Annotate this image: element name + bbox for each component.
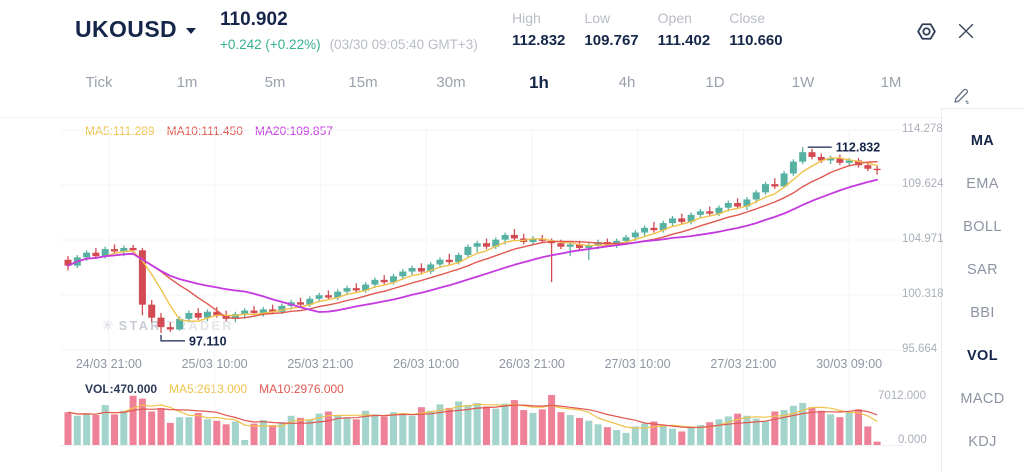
ma10-legend-value: MA10:111.450: [166, 124, 243, 138]
price-tick: 95.664: [902, 343, 938, 355]
stat-close: Close 110.660: [729, 10, 783, 49]
stat-low: Low 109.767: [584, 10, 639, 49]
tab-1M[interactable]: 1M: [880, 74, 902, 91]
timeframe-tabs: Tick 1m 5m 15m 30m 1h 4h 1D 1W 1M: [55, 68, 935, 98]
price-tick: 114.278: [902, 123, 943, 135]
candlestick-chart[interactable]: 112.832 97.110: [0, 118, 941, 471]
sidebar-top-divider: [941, 108, 1024, 109]
sidebar-item-sar[interactable]: SAR: [966, 261, 998, 278]
tab-15m[interactable]: 15m: [348, 74, 378, 91]
draw-tools-button[interactable]: [949, 84, 973, 108]
indicator-sidebar: MA EMA BOLL SAR BBI VOL MACD KDJ: [941, 119, 1024, 463]
svg-text:112.832: 112.832: [836, 141, 881, 155]
symbol-name: UKOUSD: [75, 16, 178, 42]
volume-ma-layer: [67, 403, 878, 429]
price-tick: 100.318: [902, 288, 944, 300]
volume-axis-max: 7012.000: [878, 390, 926, 402]
chart-top-border: [0, 117, 941, 118]
tab-1w[interactable]: 1W: [791, 74, 815, 91]
stat-open: Open 111.402: [657, 10, 711, 49]
settings-button[interactable]: [911, 17, 941, 45]
sidebar-item-boll[interactable]: BOLL: [963, 218, 1002, 235]
vol-ma10-legend-value: MA10:2976.000: [259, 382, 344, 396]
grid-layer: [60, 129, 903, 446]
vol-legend-value: VOL:470.000: [85, 382, 158, 396]
sidebar-item-macd[interactable]: MACD: [960, 390, 1005, 407]
sidebar-divider: [941, 108, 942, 471]
tab-5m[interactable]: 5m: [264, 74, 286, 91]
price-change: +0.242 (+0.22%): [220, 37, 321, 52]
symbol-selector[interactable]: UKOUSD: [75, 16, 197, 43]
volume-layer: [64, 395, 881, 445]
snowflake-logo-icon: ✳: [102, 317, 114, 333]
tab-1d[interactable]: 1D: [705, 74, 725, 91]
sidebar-item-ma[interactable]: MA: [970, 132, 995, 149]
price-block: 110.902 +0.242 (+0.22%) (03/30 09:05:40 …: [220, 9, 478, 52]
quote-timestamp: (03/30 09:05:40 GMT+3): [329, 37, 478, 52]
sidebar-item-kdj[interactable]: KDJ: [968, 433, 997, 450]
volume-legend: VOL:470.000 MA5:2613.000 MA10:2976.000: [85, 382, 344, 396]
sidebar-item-vol[interactable]: VOL: [966, 347, 998, 364]
svg-text:97.110: 97.110: [189, 334, 227, 348]
tab-1m[interactable]: 1m: [176, 74, 198, 91]
vol-ma5-legend-value: MA5:2613.000: [169, 382, 248, 396]
stat-high: High 112.832: [512, 10, 566, 49]
ma-legend: MA5:111.289 MA10:111.450 MA20:109.857: [85, 124, 333, 138]
ma-lines-layer: [67, 157, 878, 322]
volume-axis-min: 0.000: [898, 434, 927, 446]
candles-layer: [64, 147, 881, 333]
tab-tick[interactable]: Tick: [85, 74, 113, 91]
sidebar-item-ema[interactable]: EMA: [966, 175, 999, 192]
price-tick: 109.624: [902, 178, 944, 190]
tab-4h[interactable]: 4h: [618, 74, 636, 91]
last-price: 110.902: [220, 9, 288, 30]
ma20-legend-value: MA20:109.857: [254, 124, 333, 138]
price-tick: 104.971: [902, 233, 944, 245]
ohlc-stats: High 112.832 Low 109.767 Open 111.402 Cl…: [512, 10, 783, 49]
ma5-legend-value: MA5:111.289: [85, 124, 155, 138]
tab-30m[interactable]: 30m: [436, 74, 466, 91]
gear-icon: [916, 22, 936, 40]
tab-1h[interactable]: 1h: [529, 73, 549, 92]
close-icon: [958, 23, 974, 39]
chevron-down-icon: [186, 28, 197, 34]
annotations-layer: 112.832 97.110: [160, 141, 881, 348]
sidebar-item-bbi[interactable]: BBI: [970, 304, 995, 321]
time-axis: 24/03 21:00 25/03 10:00 25/03 21:00 26/0…: [56, 357, 902, 371]
close-button[interactable]: [951, 17, 981, 45]
pencil-icon: [953, 88, 969, 104]
